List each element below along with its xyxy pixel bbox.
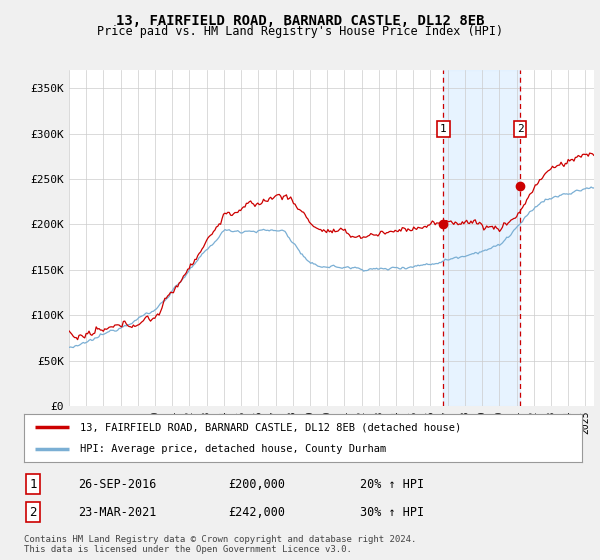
Text: 13, FAIRFIELD ROAD, BARNARD CASTLE, DL12 8EB (detached house): 13, FAIRFIELD ROAD, BARNARD CASTLE, DL12… bbox=[80, 422, 461, 432]
Text: 13, FAIRFIELD ROAD, BARNARD CASTLE, DL12 8EB: 13, FAIRFIELD ROAD, BARNARD CASTLE, DL12… bbox=[116, 14, 484, 28]
Text: 20% ↑ HPI: 20% ↑ HPI bbox=[360, 478, 424, 491]
Text: 2: 2 bbox=[29, 506, 37, 519]
Text: £200,000: £200,000 bbox=[228, 478, 285, 491]
Text: 26-SEP-2016: 26-SEP-2016 bbox=[78, 478, 157, 491]
Text: 1: 1 bbox=[440, 124, 447, 134]
Text: 1: 1 bbox=[29, 478, 37, 491]
Text: 2: 2 bbox=[517, 124, 524, 134]
Text: 30% ↑ HPI: 30% ↑ HPI bbox=[360, 506, 424, 519]
Text: Contains HM Land Registry data © Crown copyright and database right 2024.
This d: Contains HM Land Registry data © Crown c… bbox=[24, 535, 416, 554]
Text: 23-MAR-2021: 23-MAR-2021 bbox=[78, 506, 157, 519]
Bar bbox=[443, 70, 520, 406]
Text: Price paid vs. HM Land Registry's House Price Index (HPI): Price paid vs. HM Land Registry's House … bbox=[97, 25, 503, 38]
Text: HPI: Average price, detached house, County Durham: HPI: Average price, detached house, Coun… bbox=[80, 444, 386, 454]
Text: £242,000: £242,000 bbox=[228, 506, 285, 519]
